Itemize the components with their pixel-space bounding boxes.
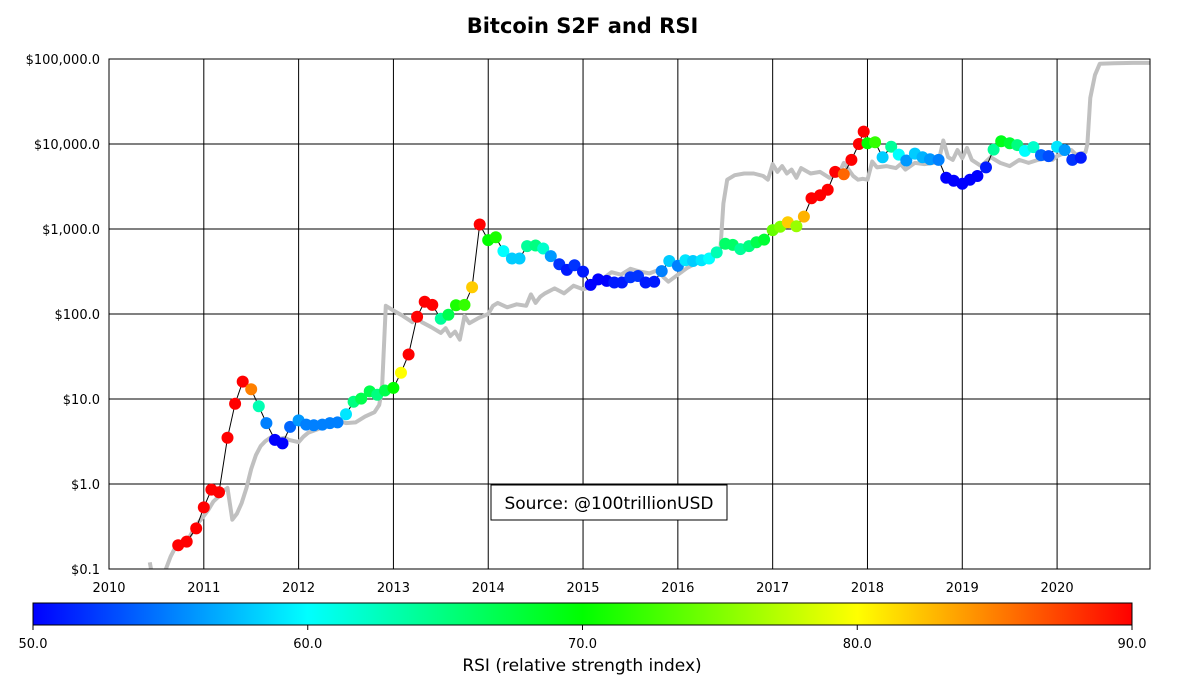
price-point	[971, 170, 984, 182]
x-axis-tick-labels: 2010 2011 2012 2013 2014 2015 2016 2017 2018 2019…	[92, 581, 1073, 596]
price-point	[521, 240, 534, 253]
rsi-colorbar	[32, 602, 1133, 626]
price-point	[1042, 150, 1055, 163]
colorbar-tick-label: 70.0	[568, 637, 597, 652]
price-point	[837, 168, 850, 181]
price-point	[1074, 151, 1087, 164]
x-tick-label: 2011	[187, 581, 220, 596]
price-point	[180, 535, 193, 548]
price-point	[852, 138, 865, 150]
annotation-box	[490, 484, 728, 521]
y-tick-label: $10,000.0	[34, 138, 100, 153]
price-point	[900, 154, 913, 167]
price-point	[466, 281, 479, 294]
price-point	[229, 397, 242, 410]
price-point	[284, 420, 297, 433]
price-point	[236, 375, 249, 388]
x-tick-label: 2018	[851, 581, 884, 596]
x-tick-label: 2017	[756, 581, 789, 596]
colorbar-tick-label: 90.0	[1118, 637, 1147, 652]
price-point	[1027, 141, 1040, 154]
source-annotation: Source: @100trillionUSD	[490, 484, 728, 521]
price-point	[197, 501, 210, 514]
chart-title: Bitcoin S2F and RSI	[466, 14, 699, 38]
price-point	[797, 210, 810, 223]
price-rsi-points	[172, 125, 1087, 552]
price-point	[190, 522, 203, 535]
x-tick-label: 2019	[946, 581, 979, 596]
colorbar-ticks: 50.0 60.0 70.0 80.0 90.0	[19, 625, 1147, 652]
price-point	[932, 153, 945, 166]
price-point	[213, 486, 225, 499]
annotation-text: Source: @100trillionUSD	[504, 494, 713, 514]
price-point	[845, 153, 858, 166]
plot-frame	[108, 58, 1151, 570]
price-point	[442, 308, 455, 321]
x-tick-label: 2010	[92, 581, 125, 596]
price-point	[473, 218, 486, 231]
x-tick-label: 2020	[1041, 581, 1074, 596]
price-point	[821, 183, 834, 196]
y-tick-label: $100.0	[55, 308, 101, 323]
colorbar-label: RSI (relative strength index)	[462, 656, 701, 676]
y-tick-label: $1.0	[71, 478, 100, 493]
y-tick-label: $10.0	[63, 393, 100, 408]
price-point	[340, 408, 352, 421]
price-point	[387, 381, 400, 394]
price-point	[876, 151, 889, 164]
price-point	[648, 275, 661, 288]
price-point	[458, 298, 471, 311]
price-point	[252, 400, 265, 413]
y-tick-label: $0.1	[71, 563, 100, 578]
price-point	[987, 143, 1000, 156]
price-point	[869, 136, 882, 149]
price-point	[276, 437, 289, 450]
x-tick-label: 2013	[377, 581, 410, 596]
price-point	[687, 255, 699, 267]
x-tick-label: 2014	[472, 581, 505, 596]
x-tick-label: 2015	[566, 581, 599, 596]
colorbar-tick-label: 80.0	[843, 637, 872, 652]
price-point	[221, 431, 234, 444]
price-point	[568, 259, 581, 272]
price-point	[790, 220, 803, 233]
price-point	[489, 231, 502, 244]
price-point	[411, 310, 424, 323]
price-point	[395, 366, 407, 379]
x-tick-label: 2016	[661, 581, 694, 596]
price-point	[331, 416, 344, 429]
price-point	[402, 348, 415, 361]
price-point	[426, 298, 439, 311]
price-point	[513, 252, 526, 265]
price-point	[924, 153, 936, 166]
price-point	[355, 392, 368, 405]
price-point	[544, 250, 557, 263]
price-point	[857, 125, 870, 138]
y-axis-tick-labels: $0.1 $1.0 $10.0 $100.0 $1,000.0 $10,000.0 $100…	[26, 53, 100, 578]
y-tick-label: $1,000.0	[42, 223, 100, 238]
price-point	[885, 140, 898, 153]
x-tick-label: 2012	[282, 581, 315, 596]
price-point	[260, 417, 273, 430]
price-point	[537, 242, 550, 255]
price-point	[497, 245, 510, 258]
price-point	[450, 299, 462, 312]
colorbar-tick-label: 50.0	[19, 637, 48, 652]
price-point	[245, 383, 258, 396]
colorbar-tick-label: 60.0	[293, 637, 322, 652]
price-point	[577, 265, 589, 278]
price-point	[639, 276, 652, 289]
price-point	[1058, 144, 1071, 156]
price-line	[178, 130, 1081, 546]
price-point	[710, 246, 723, 259]
price-point	[655, 265, 668, 278]
price-point	[980, 161, 992, 174]
y-tick-label: $100,000.0	[26, 53, 100, 68]
price-point	[758, 233, 771, 246]
